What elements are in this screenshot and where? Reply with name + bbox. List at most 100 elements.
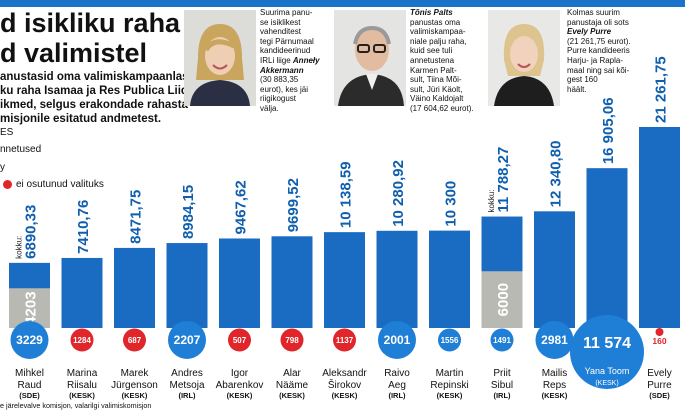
- vote-count: 2981: [541, 333, 568, 347]
- bar-value-label: 10 138,59: [338, 161, 355, 228]
- lead-line-1: anustasid oma valimiskampaanlasse: [0, 71, 202, 83]
- callout-line: IRLi liige Anneły: [260, 55, 320, 65]
- callout-line: Purre kandideeris: [567, 46, 630, 56]
- person-photo-icon: [488, 10, 560, 106]
- candidate-first-name: Mihkel: [15, 368, 44, 379]
- vote-count: 1284: [73, 336, 91, 345]
- candidate-last-name: Jürgenson: [111, 380, 158, 391]
- candidate-last-name: Reps: [543, 380, 566, 391]
- bar-value-label: 16 905,06: [600, 97, 617, 164]
- vote-bubble: [10, 321, 49, 359]
- legend-fragment-2: nnetused: [0, 144, 42, 155]
- bar-value-label: 8471,75: [128, 190, 145, 244]
- callout-line: riigikogust: [260, 94, 297, 104]
- candidate-party: (IRL): [388, 391, 406, 400]
- vote-count: 1491: [493, 336, 511, 345]
- candidate-first-name: Priit: [493, 368, 510, 379]
- candidate-first-name: Aleksandr: [322, 368, 367, 379]
- vote-count: 11 574: [583, 335, 631, 352]
- headline-line-2: d valimistel: [0, 38, 148, 68]
- vote-bubble: [438, 328, 461, 352]
- legend-fragment-3: y: [0, 162, 5, 173]
- vote-bubble: [655, 328, 664, 336]
- callout-line: Karmen Palt-: [410, 65, 457, 75]
- candidate-last-name: Širokov: [328, 378, 361, 391]
- person-photo-icon: [334, 10, 406, 106]
- candidate-first-name: Marek: [121, 368, 150, 379]
- candidate-party: (SDE): [649, 391, 670, 400]
- callout-line: panustas oma: [410, 17, 461, 27]
- callout-line: Harju- ja Rapla-: [567, 55, 624, 65]
- callout-line: (21 261,75 eurot).: [567, 36, 631, 46]
- candidate-party: (KESK): [542, 391, 568, 400]
- candidate-party: (KESK): [279, 391, 305, 400]
- candidate-party: (KESK): [437, 391, 463, 400]
- top-accent-band: [0, 0, 685, 7]
- candidate-party: (KESK): [69, 391, 95, 400]
- candidate-party: (IRL): [493, 391, 511, 400]
- callout-line: tegi Pärnumaal: [260, 36, 314, 46]
- bar: [376, 230, 418, 328]
- bar: [324, 232, 365, 328]
- headline-line-1: d isikliku raha: [0, 8, 181, 38]
- vote-bubble: [535, 321, 574, 359]
- bar: [114, 247, 155, 328]
- candidate-last-name: Raud: [18, 380, 42, 391]
- callout-line: valimiskampaa-: [410, 27, 466, 37]
- callout-line: kuid see tuli: [410, 46, 453, 56]
- callout-line: niale palju raha,: [410, 36, 467, 46]
- vote-count: 160: [652, 336, 666, 346]
- lead-line-4: misjonile esitatud andmetest.: [0, 113, 162, 125]
- callout-line: Akkermann: [260, 65, 304, 75]
- candidate-party: (KESK): [122, 391, 148, 400]
- vote-bubble: [70, 328, 94, 352]
- bar-value-label: 11 788,27: [495, 147, 512, 213]
- portrait-akkermann: [184, 10, 256, 106]
- vote-bubble: [168, 321, 206, 359]
- callout-line: Kolmas suurim: [567, 8, 620, 17]
- callout-purre: Kolmas suurim panustaja oli sots Evely Pur…: [567, 8, 631, 94]
- callout-line: välja.: [260, 103, 279, 113]
- callout-line: gest 160: [567, 75, 598, 85]
- bar: [271, 236, 313, 328]
- total-prefix-label: kokku:: [15, 236, 24, 259]
- callout-line: häält.: [567, 84, 587, 94]
- callout-line: panustaja oli sots: [567, 17, 629, 27]
- callout-line: Evely Purre: [567, 27, 612, 37]
- vote-bubble: [228, 328, 251, 352]
- vote-bubble: [123, 328, 146, 352]
- callout-line: Tõnis Palts: [410, 8, 453, 17]
- portrait-purre: [488, 10, 560, 106]
- vote-count: 1137: [336, 336, 354, 345]
- callout-line: (30 883,35: [260, 75, 299, 85]
- bar-value-label: 12 340,80: [548, 141, 565, 208]
- candidate-last-name: Nääme: [276, 380, 309, 391]
- bar-value-label: 7410,76: [75, 200, 92, 254]
- callout-line: Väino Kaldojalt: [410, 94, 464, 104]
- bar-segment-annetused: [481, 271, 523, 328]
- bar-value-label: 10 280,92: [390, 160, 407, 227]
- vote-bubble: [490, 328, 514, 352]
- bar-value-label: 9699,52: [285, 178, 302, 232]
- bar: [586, 168, 628, 328]
- callout-line: vahenditest: [260, 27, 301, 37]
- candidate-last-name: Metsoja: [169, 380, 204, 391]
- bar: [219, 238, 260, 328]
- total-prefix-label: kokku:: [487, 189, 496, 212]
- legend-red-dot-icon: [3, 180, 12, 189]
- lead-line-3: ikmed, selgus erakondade rahasta-: [0, 99, 192, 111]
- callout-akkermann: Suurima panu-se isiklikest vahenditest teg…: [260, 8, 320, 114]
- candidate-party: (KESK): [332, 391, 358, 400]
- vote-count: 2207: [174, 333, 201, 347]
- bar-value-label: 21 261,75: [653, 56, 670, 123]
- source-note: e järelevalve komisjon, valarilgi valimi…: [0, 401, 152, 410]
- vote-count: 687: [128, 336, 142, 345]
- callout-line: se isiklikest: [260, 17, 301, 27]
- bar-value-label: 6890,33: [23, 205, 40, 259]
- vote-count: 2001: [384, 333, 411, 347]
- callout-line: (17 604,62 eurot).: [410, 103, 474, 113]
- candidate-first-name: Raivo: [384, 368, 410, 379]
- candidate-last-name: Repinski: [430, 380, 468, 391]
- person-photo-icon: [184, 10, 256, 106]
